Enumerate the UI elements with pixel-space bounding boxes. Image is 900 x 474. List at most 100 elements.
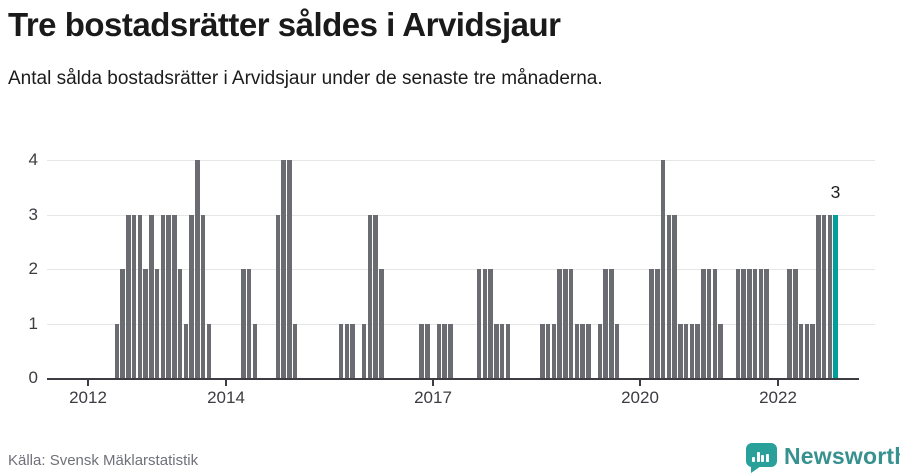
bar-2013-05 — [177, 269, 183, 378]
x-tick-label-2022: 2022 — [759, 388, 797, 407]
bar-2017-11 — [488, 269, 493, 378]
bar-2018-08 — [540, 323, 545, 378]
bar-2018-10 — [551, 323, 556, 378]
bar-2021-06 — [735, 269, 740, 378]
bar-2013-02 — [160, 214, 165, 378]
bar-2020-10 — [689, 323, 694, 378]
bar-2019-07 — [603, 269, 608, 378]
last-value-label: 3 — [830, 181, 841, 202]
bar-2018-02 — [505, 323, 510, 378]
bar-2016-04 — [379, 269, 384, 378]
bar-2017-04 — [448, 323, 453, 378]
bar-2022-07 — [810, 323, 815, 378]
x-tick-label-2012: 2012 — [69, 388, 107, 407]
bar-2012-06 — [114, 323, 119, 378]
chart-subtitle: Antal sålda bostadsrätter i Arvidsjaur u… — [8, 68, 603, 89]
page-title: Tre bostadsrätter såldes i Arvidsjaur — [8, 6, 561, 43]
bar-2021-02 — [712, 269, 717, 378]
bar-2022-06 — [804, 323, 809, 378]
bar-2014-04 — [241, 269, 246, 378]
bar-2016-03 — [373, 214, 378, 378]
bar-2018-11 — [557, 269, 562, 378]
x-tick-label-2014: 2014 — [207, 388, 245, 407]
bar-2020-12 — [701, 269, 706, 378]
bar-2021-10 — [758, 269, 763, 378]
bar-2022-08 — [816, 214, 821, 378]
bar-2022-11 — [833, 214, 838, 378]
bar-2022-04 — [793, 269, 798, 378]
y-tick-label-4: 4 — [28, 150, 38, 169]
bar-2022-10 — [827, 214, 832, 378]
bar-2012-10 — [137, 214, 142, 378]
bar-2015-11 — [350, 323, 355, 378]
bar-2013-04 — [172, 214, 177, 378]
bar-2020-06 — [666, 214, 671, 378]
bar-2019-02 — [574, 323, 579, 378]
mini-bar-chart-icon — [752, 447, 774, 462]
bar-2021-07 — [741, 269, 746, 378]
bar-2013-01 — [154, 269, 160, 378]
bar-2013-06 — [183, 323, 188, 378]
bar-2017-02 — [436, 323, 441, 378]
bar-2022-05 — [798, 323, 804, 378]
bar-2021-08 — [747, 269, 752, 378]
exclamation-dot-icon — [766, 459, 769, 462]
gridline-1 — [47, 323, 875, 325]
bar-2014-11 — [281, 160, 286, 378]
bar-2014-06 — [252, 323, 257, 378]
source-note: Källa: Svensk Mäklarstatistik — [8, 452, 199, 469]
bar-2013-08 — [195, 160, 200, 378]
bar-2020-03 — [649, 269, 654, 378]
bar-2012-12 — [149, 214, 154, 378]
bar-2021-01 — [706, 269, 712, 378]
gridline-4 — [47, 160, 875, 161]
bar-2016-02 — [367, 214, 372, 378]
bar-2018-09 — [545, 323, 551, 378]
bar-2015-01 — [292, 323, 298, 378]
y-tick-label-0: 0 — [28, 368, 38, 387]
bar-2013-07 — [189, 214, 194, 378]
bar-2020-08 — [678, 323, 683, 378]
newsworthy-logo-text: Newsworthy — [784, 443, 900, 469]
bar-2018-01 — [499, 323, 505, 378]
gridline-3 — [47, 214, 875, 216]
y-tick-label-3: 3 — [28, 204, 38, 224]
bar-2016-01 — [361, 323, 367, 378]
bar-2021-11 — [764, 269, 769, 378]
bar-2018-12 — [563, 269, 568, 378]
bar-2021-03 — [718, 323, 723, 378]
bar-2019-09 — [614, 323, 620, 378]
bar-2012-07 — [120, 269, 125, 378]
logo-pin-tail — [751, 466, 761, 473]
x-tick-2020 — [639, 380, 641, 386]
bar-2019-06 — [597, 323, 602, 378]
bar-2021-09 — [752, 269, 758, 378]
bar-2013-03 — [166, 214, 171, 378]
newsworthy-logo: Newsworthy — [745, 441, 900, 474]
bar-2015-10 — [344, 323, 349, 378]
bar-2016-12 — [425, 323, 430, 378]
bar-2019-03 — [580, 323, 585, 378]
bar-2017-10 — [482, 269, 487, 378]
bar-2022-03 — [787, 269, 792, 378]
bar-2020-04 — [655, 269, 660, 378]
x-tick-label-2020: 2020 — [621, 388, 659, 407]
x-tick-2022 — [777, 380, 779, 386]
bar-2017-12 — [494, 323, 499, 378]
bar-2019-01 — [568, 269, 574, 378]
plot-area — [47, 160, 859, 378]
bar-2017-03 — [442, 323, 447, 378]
bar-2014-12 — [287, 160, 292, 378]
bar-2020-07 — [672, 214, 677, 378]
bar-2012-09 — [131, 214, 137, 378]
x-axis-line — [47, 378, 859, 380]
x-tick-label-2017: 2017 — [414, 388, 452, 407]
newsworthy-logo-icon — [746, 443, 777, 467]
bar-2016-11 — [419, 323, 424, 378]
y-tick-label-2: 2 — [28, 259, 38, 278]
bar-2022-09 — [821, 214, 827, 378]
bar-2019-04 — [586, 323, 591, 378]
bar-2017-09 — [476, 269, 482, 378]
